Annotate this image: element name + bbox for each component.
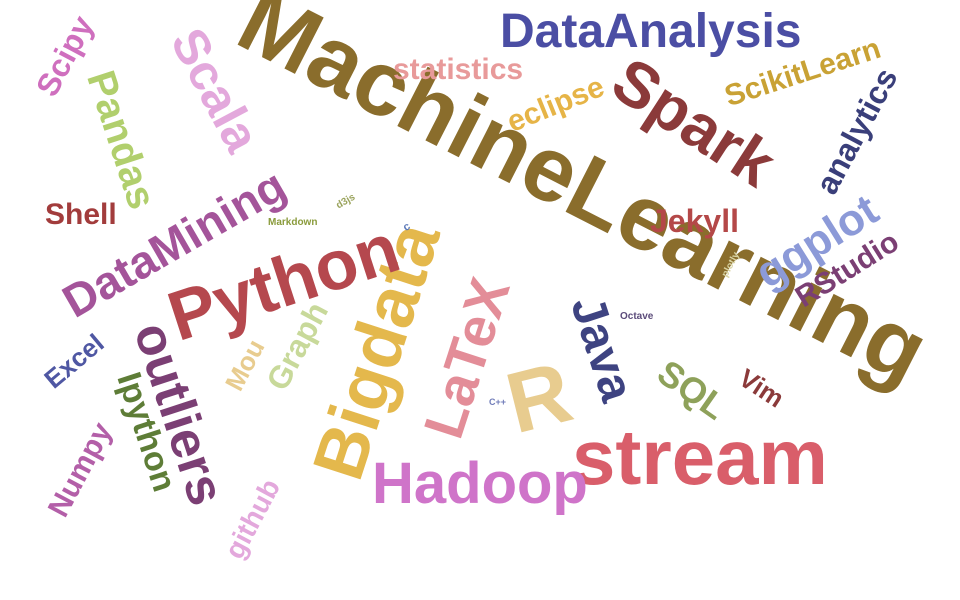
word-statistics: statistics: [393, 53, 524, 86]
word-pandas: Pandas: [78, 65, 165, 215]
word-markdown: Markdown: [268, 217, 318, 228]
word-hadoop: Hadoop: [372, 451, 588, 516]
word-excel: Excel: [38, 327, 110, 395]
word-shell: Shell: [45, 198, 117, 231]
word-numpy: Numpy: [41, 417, 119, 523]
word-dataanalysis: DataAnalysis: [500, 5, 802, 58]
word-analytics: analytics: [808, 62, 905, 200]
word-java: Java: [560, 289, 644, 408]
word-mou: Mou: [218, 334, 271, 396]
word-cpp: C++: [489, 397, 507, 407]
word-jekyll: Jekyll: [650, 203, 739, 239]
word-d3js: d3js: [334, 191, 358, 212]
word-vim: Vim: [733, 362, 790, 414]
word-octave: Octave: [620, 311, 654, 322]
word-r: R: [497, 343, 581, 453]
word-stream: stream: [572, 413, 828, 501]
